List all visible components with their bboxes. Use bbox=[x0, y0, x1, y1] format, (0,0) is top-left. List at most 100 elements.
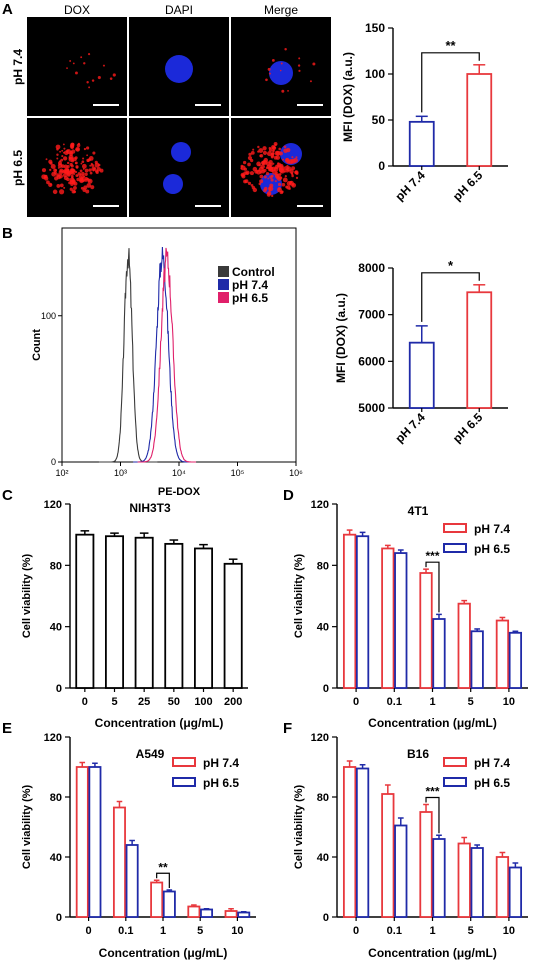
dox-spot bbox=[281, 182, 286, 187]
bar bbox=[75, 533, 95, 689]
micrograph-image bbox=[165, 55, 221, 106]
micrograph-col-label-dox: DOX bbox=[64, 3, 90, 17]
dox-spot bbox=[258, 164, 261, 167]
x-tick-label: 1 bbox=[429, 925, 435, 937]
dox-spot bbox=[90, 185, 95, 190]
x-tick-label: 50 bbox=[168, 696, 180, 708]
dox-spot bbox=[63, 147, 66, 150]
dox-spot bbox=[73, 182, 76, 185]
y-tick-label: 40 bbox=[50, 622, 62, 634]
nucleus-blob bbox=[269, 61, 293, 85]
legend-label: pH 6.5 bbox=[203, 776, 239, 790]
dox-spot bbox=[309, 80, 312, 83]
dox-spot bbox=[68, 157, 71, 159]
dox-spot bbox=[56, 174, 62, 180]
y-tick-label: 100 bbox=[41, 311, 56, 321]
micrograph-merge-ph74 bbox=[231, 17, 331, 116]
dox-spot bbox=[84, 168, 89, 173]
dox-spot bbox=[279, 69, 282, 72]
bar bbox=[355, 535, 370, 689]
histogram-curve bbox=[133, 246, 192, 463]
x-tick-label: 0 bbox=[82, 696, 88, 708]
y-tick-label: 50 bbox=[372, 113, 386, 127]
y-tick-label: 120 bbox=[44, 732, 62, 744]
dox-spot bbox=[284, 47, 287, 51]
bar bbox=[187, 905, 201, 918]
dox-spot bbox=[75, 146, 81, 152]
bar bbox=[342, 766, 357, 918]
dox-spot bbox=[275, 171, 278, 174]
dox-spot bbox=[44, 176, 49, 181]
bar bbox=[508, 631, 523, 689]
dox-spot bbox=[288, 187, 291, 190]
dox-spot bbox=[295, 176, 299, 180]
micrograph-image bbox=[265, 47, 323, 106]
x-tick-label: 10⁶ bbox=[289, 468, 303, 478]
dox-spot bbox=[72, 157, 77, 162]
x-tick-label: 10 bbox=[503, 696, 515, 708]
bar bbox=[112, 806, 126, 918]
dox-spot bbox=[75, 71, 78, 75]
dox-spot bbox=[90, 162, 93, 166]
bar bbox=[419, 572, 433, 689]
dox-spot bbox=[258, 166, 264, 172]
dox-spot bbox=[269, 183, 274, 188]
dox-spot bbox=[86, 183, 92, 188]
dox-spot bbox=[112, 73, 116, 77]
dox-spot bbox=[53, 171, 57, 175]
bar bbox=[381, 793, 395, 918]
significance-bracket bbox=[421, 272, 480, 322]
y-tick-label: 120 bbox=[44, 499, 62, 511]
x-tick-label: 1 bbox=[429, 696, 435, 708]
x-axis-label: Concentration (μg/mL) bbox=[368, 946, 497, 960]
x-tick-label: pH 7.4 bbox=[393, 168, 429, 204]
bar bbox=[466, 73, 493, 167]
micrograph-col-label-merge: Merge bbox=[264, 3, 298, 17]
scale-bar bbox=[297, 205, 323, 207]
bar bbox=[394, 552, 408, 689]
y-axis-label: Count bbox=[31, 329, 43, 361]
panel-letter-f: F bbox=[283, 720, 292, 737]
dox-spot bbox=[86, 154, 89, 157]
dox-spot bbox=[263, 168, 267, 173]
dox-spot bbox=[243, 179, 247, 184]
chart-title: 4T1 bbox=[408, 504, 429, 518]
dox-spot bbox=[274, 173, 280, 179]
dox-spot bbox=[66, 161, 70, 165]
legend-label: pH 6.5 bbox=[474, 542, 510, 556]
dox-spot bbox=[297, 64, 301, 67]
dox-spot bbox=[82, 157, 85, 160]
significance-label: ** bbox=[445, 38, 456, 53]
dox-spot bbox=[312, 62, 316, 66]
panel-letter-d: D bbox=[283, 487, 294, 504]
panel-letter-c: C bbox=[2, 487, 13, 504]
y-tick-label: 8000 bbox=[358, 261, 385, 275]
dox-spot bbox=[61, 155, 64, 158]
panel-letter-b: B bbox=[2, 225, 13, 242]
dox-spot bbox=[298, 69, 301, 72]
dox-spot bbox=[268, 159, 273, 165]
dox-spot bbox=[82, 167, 85, 170]
y-tick-label: 40 bbox=[50, 852, 62, 864]
x-axis-label: PE-DOX bbox=[158, 486, 201, 498]
y-tick-label: 120 bbox=[311, 732, 329, 744]
significance-label: *** bbox=[425, 549, 439, 563]
y-tick-label: 0 bbox=[323, 683, 329, 695]
dox-spot bbox=[76, 177, 80, 182]
dox-spot bbox=[263, 186, 268, 191]
micrograph-image bbox=[66, 53, 119, 106]
dox-spot bbox=[240, 164, 244, 168]
dox-spot bbox=[75, 174, 79, 178]
micrograph-image bbox=[41, 142, 119, 207]
x-tick-label: 25 bbox=[138, 696, 150, 708]
dox-spot bbox=[91, 79, 95, 82]
histogram-curve bbox=[98, 248, 158, 463]
y-axis-label: MFI (DOX) (a.u.) bbox=[341, 52, 355, 142]
legend-label: Control bbox=[232, 265, 275, 279]
x-tick-label: 0.1 bbox=[387, 925, 402, 937]
dox-spot bbox=[277, 164, 281, 168]
dox-spot bbox=[86, 159, 90, 163]
y-tick-label: 5000 bbox=[358, 401, 385, 415]
dox-spot bbox=[66, 172, 71, 177]
dox-spot bbox=[92, 169, 95, 172]
